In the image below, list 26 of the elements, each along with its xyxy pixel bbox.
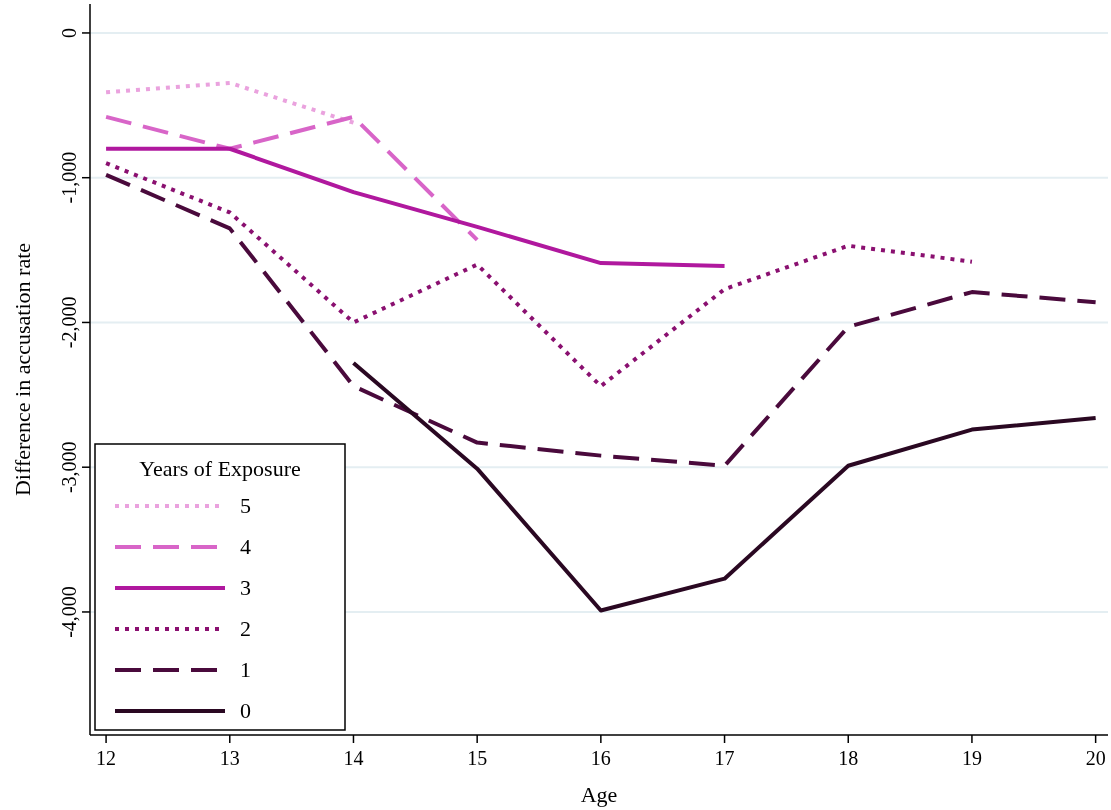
legend-label: 4 xyxy=(240,534,251,559)
y-tick-label: 0 xyxy=(58,27,80,38)
legend-label: 0 xyxy=(240,698,251,723)
y-tick-label: -3,000 xyxy=(58,441,80,494)
x-tick-label: 15 xyxy=(467,747,488,769)
legend-label: 5 xyxy=(240,493,251,518)
legend-label: 3 xyxy=(240,575,251,600)
x-tick-label: 16 xyxy=(590,747,611,769)
y-tick-label: -2,000 xyxy=(58,296,80,349)
x-axis-title: Age xyxy=(580,782,618,807)
line-series xyxy=(351,360,1098,613)
line-series xyxy=(104,161,974,389)
x-tick-label: 12 xyxy=(96,747,117,769)
y-tick-label: -1,000 xyxy=(58,151,80,204)
y-tick-label: -4,000 xyxy=(58,586,80,638)
legend-label: 1 xyxy=(240,657,251,682)
y-axis-title: Difference in accusation rate xyxy=(10,242,35,497)
x-tick-label: 20 xyxy=(1085,747,1106,769)
legend-title: Years of Exposure xyxy=(139,456,301,481)
x-tick-label: 18 xyxy=(838,747,859,769)
x-tick-label: 14 xyxy=(343,747,364,769)
x-tick-label: 19 xyxy=(961,747,982,769)
x-tick-label: 13 xyxy=(219,747,240,769)
x-tick-label: 17 xyxy=(714,747,735,769)
line-series xyxy=(104,146,727,268)
legend-label: 2 xyxy=(240,616,251,641)
